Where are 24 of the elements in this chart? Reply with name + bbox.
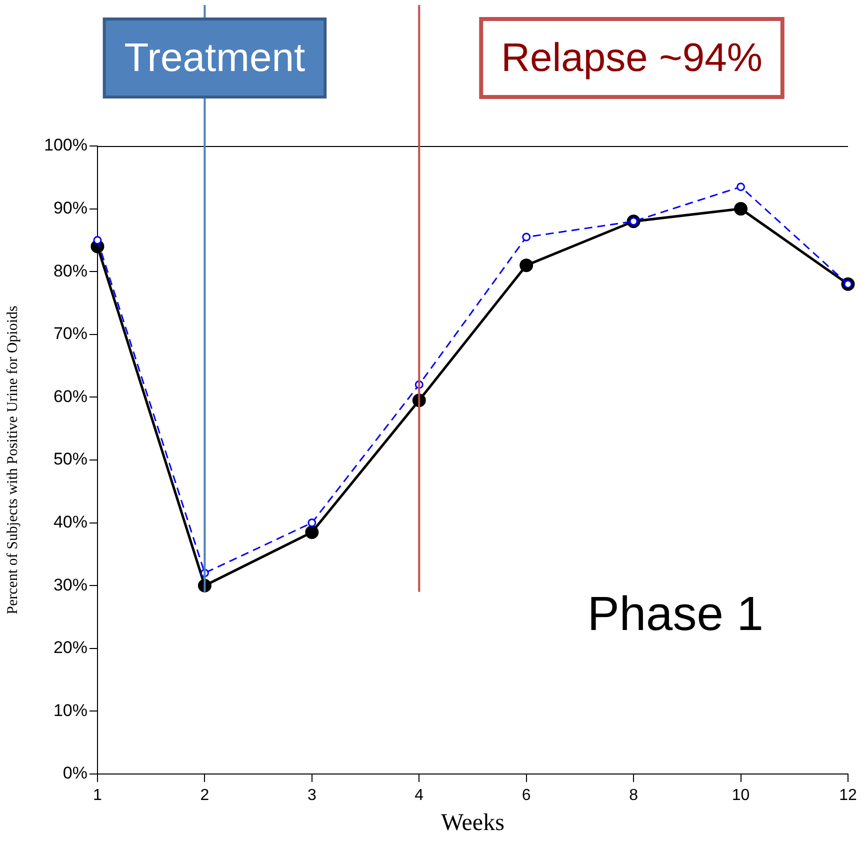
x-tick-label: 6: [522, 787, 531, 804]
x-tick-label: 2: [200, 787, 210, 804]
x-tick-label: 8: [629, 787, 638, 804]
y-tick-label: 50%: [53, 450, 88, 469]
x-tick-label: 1: [93, 787, 102, 804]
annotation: Phase 1: [587, 588, 764, 642]
ref-line-label: Treatment: [124, 36, 306, 80]
y-tick-label: 100%: [44, 136, 88, 155]
y-tick-label: 60%: [53, 386, 88, 406]
y-tick-label: 70%: [53, 324, 88, 344]
x-tick-label: 3: [307, 787, 316, 804]
y-tick-label: 30%: [53, 575, 88, 594]
y-tick-label: 40%: [53, 512, 88, 532]
y-axis-title: Percent of Subjects with Positive Urine for Opioids: [4, 305, 21, 614]
y-tick-label: 90%: [53, 198, 88, 218]
x-axis-title: Weeks: [441, 810, 504, 836]
x-tick-label: 10: [732, 787, 750, 804]
x-tick-label: 4: [414, 787, 424, 804]
x-tick-label: 12: [839, 787, 857, 804]
ref-line-label: Relapse ~94%: [501, 36, 762, 80]
y-tick-label: 80%: [53, 261, 88, 280]
y-tick-label: 0%: [62, 764, 88, 783]
y-tick-label: 20%: [53, 638, 88, 658]
y-tick-label: 10%: [53, 700, 88, 720]
